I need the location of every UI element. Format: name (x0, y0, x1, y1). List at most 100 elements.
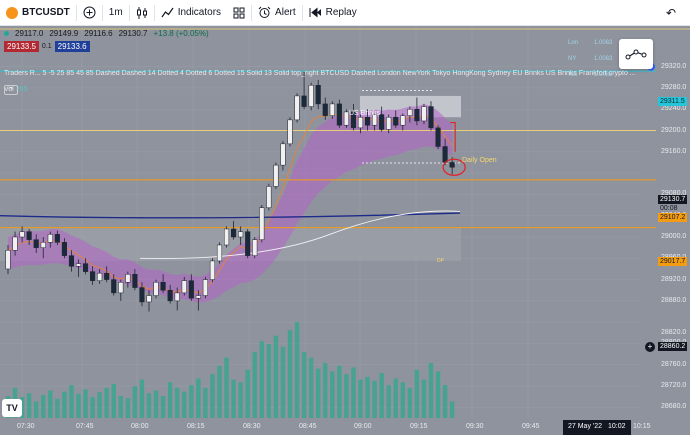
candle-up (146, 295, 152, 303)
high-level-tag: 29311.5 (658, 97, 687, 106)
zone-label: DP (437, 258, 444, 264)
candles (5, 71, 455, 312)
candle-up (407, 108, 413, 116)
candle-up (153, 282, 159, 296)
candle-down (54, 234, 60, 243)
volume-bar (104, 387, 109, 418)
volume-bar (337, 365, 342, 418)
candle-up (280, 143, 286, 166)
symbol-search[interactable]: BTCUSDT (0, 0, 76, 26)
chart-pane[interactable]: 29117.0 29149.9 29116.6 29130.7 +13.8 (+… (0, 26, 690, 435)
volume-bar (301, 352, 307, 418)
volume-legend[interactable]: Vol 265 (4, 86, 27, 93)
volume-bar (442, 385, 448, 418)
candle-down (301, 95, 307, 107)
time-label: 09:30 (466, 423, 484, 430)
price-axis-label: 29200.0 (661, 126, 687, 134)
price-axis-label: 28820.0 (661, 328, 687, 336)
horizontal-levels (0, 70, 656, 229)
ohlc-high: 29149.9 (49, 29, 79, 38)
candle-down (365, 116, 371, 126)
volume-bar (407, 387, 413, 418)
tradingview-logo[interactable]: TV (2, 399, 22, 417)
volume-bar (259, 341, 264, 418)
alarm-clock-icon (258, 6, 271, 18)
red-circle-marker (442, 158, 466, 176)
volume-bar (55, 398, 60, 418)
candle-up (97, 272, 103, 281)
sell-button[interactable]: 29133.5 (4, 41, 39, 52)
replay-label: Replay (325, 7, 357, 18)
time-label: 09:00 (354, 423, 372, 430)
volume-bar (69, 385, 74, 418)
volume-bar (182, 391, 187, 418)
volume-bar (189, 385, 194, 418)
volume-bar (97, 392, 102, 418)
candle-down (83, 263, 89, 272)
candle-down (379, 114, 385, 130)
session-table: Lon 1.0083 NY 1.0083 Tok 1.0083 (566, 38, 626, 94)
toolbar-divider (153, 4, 155, 21)
ohlc-close: 29130.7 (118, 29, 148, 38)
volume-bar (153, 390, 159, 418)
price-axis-label: 28760.0 (661, 360, 687, 368)
candle-down (414, 108, 420, 122)
candle-down (336, 103, 342, 126)
session-cell: 1.0083 (594, 56, 613, 62)
volume-bar (379, 373, 384, 418)
compare-symbol-button[interactable] (77, 0, 102, 26)
grid-layout-icon (233, 7, 245, 18)
volume-bar (372, 380, 377, 418)
ribbon-band (8, 104, 453, 303)
bar-countdown: 00:08 (660, 205, 678, 212)
indicator-legend[interactable]: Traders R... 5 -5 25 85 45 85 Dashed Das… (4, 70, 636, 77)
replay-icon (309, 7, 321, 18)
candle-down (33, 239, 39, 248)
ma-slow-line (0, 212, 461, 219)
ohlc-open: 29117.0 (15, 29, 44, 38)
indicators-icon (161, 7, 174, 18)
volume-bar (196, 378, 201, 418)
buy-button[interactable]: 29133.6 (54, 41, 90, 52)
volume-bar (203, 387, 208, 418)
price-axis-label: 28880.0 (661, 296, 687, 304)
volume-bar (224, 357, 229, 418)
ma-white-line (139, 210, 461, 259)
candle-up (12, 236, 18, 251)
interval-button[interactable]: 1m (103, 0, 129, 26)
volume-bar (34, 401, 39, 418)
layouts-button[interactable] (227, 0, 251, 26)
volume-bar (330, 371, 335, 418)
level-tag-1: 29107.2 (658, 213, 688, 222)
volume-bar (125, 398, 131, 418)
add-alert-plus-icon[interactable]: + (645, 342, 655, 352)
chart-type-button[interactable] (130, 0, 154, 26)
time-label: 08:30 (243, 423, 261, 430)
alert-button[interactable]: Alert (252, 0, 302, 26)
candle-up (174, 292, 180, 302)
candle-down (90, 271, 96, 281)
volume-bar (344, 374, 349, 418)
volume-bar (26, 393, 32, 418)
volume-bar (358, 379, 363, 418)
collapse-legend-button[interactable]: ⌃ (4, 85, 18, 95)
toolbar-divider (75, 4, 77, 21)
undo-icon[interactable]: ↶ (665, 6, 676, 20)
volume-bar (175, 387, 180, 418)
crosshair-date: 27 May '22 (568, 423, 603, 430)
toolbar-divider (128, 4, 130, 21)
candle-up (47, 234, 53, 243)
volume-bar (280, 346, 286, 418)
share-button[interactable] (619, 39, 653, 69)
price-axis-label: 29240.0 (661, 105, 687, 113)
volume-bar (19, 397, 25, 418)
daily-open-label: Daily Open (462, 157, 497, 164)
time-axis[interactable]: 07:30 07:45 08:00 08:15 08:30 08:45 09:0… (0, 420, 690, 435)
indicators-button[interactable]: Indicators (155, 0, 227, 26)
volume-bar (111, 383, 116, 418)
crosshair-date-tag: 27 May '22 10:02 (563, 420, 631, 435)
candle-up (75, 263, 82, 267)
volume-bar (90, 397, 95, 418)
time-label: 07:30 (17, 423, 35, 430)
replay-button[interactable]: Replay (303, 0, 363, 26)
